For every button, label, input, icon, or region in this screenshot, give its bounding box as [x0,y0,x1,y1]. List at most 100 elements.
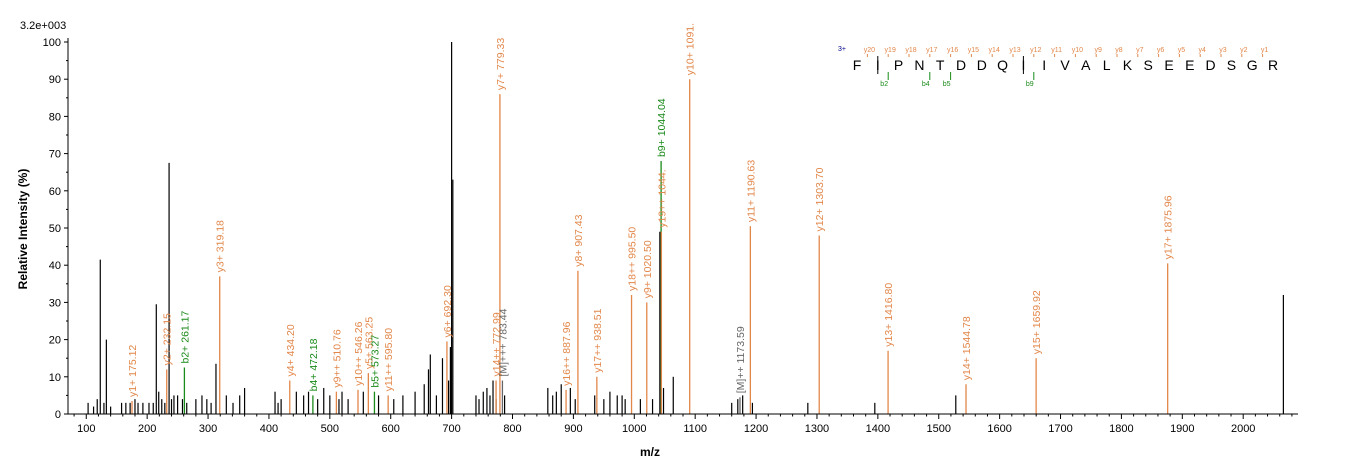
peak-label: y17++ 938.51 [592,308,604,372]
sequence-residue: G [1247,57,1258,73]
sequence-y-ion: y3 [1219,47,1227,54]
sequence-y-ion: y15 [968,47,979,54]
sequence-b-ion: b2 [880,81,888,88]
x-tick-label: 600 [382,423,400,435]
sequence-residue: K [1123,57,1133,73]
sequence-residue: P [894,57,903,73]
x-tick-label: 1200 [744,423,768,435]
sequence-residue: F [853,57,862,73]
peak-label: b4+ 472.18 [308,338,320,391]
x-tick-label: 1000 [622,423,646,435]
x-tick-label: 1500 [927,423,951,435]
peak-label: b5+ 573.27 [369,335,381,388]
sequence-residue: L [1103,57,1111,73]
peak-label: b2+ 261.17 [179,310,191,363]
sequence-residue: R [1268,57,1278,73]
sequence-y-ion: y14 [989,47,1000,54]
y-tick-label: 80 [49,111,61,123]
charge-state: 3+ [838,46,846,53]
sequence-residue: D [977,57,987,73]
peak-label: b9+ 1044.04 [656,98,668,157]
peak-label: y9++ 510.76 [331,329,343,388]
sequence-residue: E [1164,57,1173,73]
y-tick-label: 30 [49,297,61,309]
sequence-residue: D [956,57,966,73]
intensity-scale-label: 3.2e+003 [20,20,66,32]
x-tick-label: 2000 [1231,423,1255,435]
peak-label: [M]+++ 783.44 [497,308,509,376]
x-tick-label: 900 [564,423,582,435]
sequence-y-ion: y12 [1030,47,1041,54]
peak-label: y9+ 1020.50 [642,240,654,298]
sequence-residue: T [936,57,945,73]
peaks-layer [87,42,1284,414]
peak-label: y11+ 1190.63 [745,160,757,223]
peak-label: y2+ 232.15 [162,313,174,365]
x-tick-label: 1400 [866,423,890,435]
x-tick-label: 1800 [1109,423,1133,435]
x-axis-title: m/z [640,445,660,459]
y-tick-label: 50 [49,223,61,235]
sequence-residue: I [1042,57,1046,73]
sequence-residue: A [1081,57,1091,73]
sequence-residue: D [1206,57,1216,73]
sequence-y-ion: y10 [1072,47,1083,54]
y-tick-label: 90 [49,74,61,86]
peak-label: y17+ 1875.96 [1163,195,1175,259]
peak-label: y16++ 887.96 [561,321,573,385]
y-axis-title: Relative Intensity (%) [16,169,30,290]
x-tick-label: 1700 [1048,423,1072,435]
sequence-y-ion: y8 [1115,47,1123,54]
y-tick-label: 100 [43,37,61,49]
sequence-y-ion: y7 [1136,47,1144,54]
x-tick-label: 1100 [683,423,707,435]
peak-label: y14++ 772.99 [491,312,503,376]
peak-label: y19++ 1044. [656,169,668,227]
peak-label: y7+ 779.33 [495,38,507,90]
sequence-b-ion: b9 [1026,81,1034,88]
axes-layer: 0 10 20 30 40 50 60 70 80 90 100 100 200 300 400 500 600… [43,37,1298,435]
peak-label: y11++ 595.80 [383,328,395,392]
x-tick-label: 300 [199,423,217,435]
sequence-residue: Q [997,57,1008,73]
x-tick-label: 500 [321,423,339,435]
peak-label: y15+ 1659.92 [1031,290,1043,354]
sequence-y-ion: y9 [1094,47,1102,54]
peak-label: y14+ 1544.78 [961,316,973,380]
y-tick-label: 0 [55,409,61,421]
x-tick-label: 1300 [805,423,829,435]
peak-label: [M]++ 1173.59 [735,326,747,393]
sequence-y-ion: y11 [1051,47,1062,54]
sequence-residue: S [1144,57,1153,73]
y-tick-label: 20 [49,335,61,347]
sequence-y-ion: y20 [864,47,875,54]
peak-label: y18++ 995.50 [627,227,639,291]
sequence-y-ion: y1 [1261,47,1269,54]
peak-label: y12+ 1303.70 [814,167,826,231]
peak-label: y3+ 319.18 [215,220,227,272]
sequence-y-ion: y6 [1157,47,1165,54]
sequence-b-ion: b5 [943,81,951,88]
y-tick-label: 60 [49,186,61,198]
sequence-y-ion: y13 [1009,47,1020,54]
peak-label: y1+ 175.12 [127,345,139,397]
sequence-b-ion: b4 [922,81,930,88]
x-tick-label: 1900 [1170,423,1194,435]
peak-label: y10++ 546.26 [353,321,365,385]
peak-label: y10+ 1091. [685,23,697,75]
x-tick-label: 200 [138,423,156,435]
sequence-y-ion: y2 [1240,47,1248,54]
x-tick-label: 1600 [987,423,1011,435]
y-tick-label: 40 [49,260,61,272]
sequence-y-ion: y4 [1198,47,1206,54]
peptide-sequence-map: 3+FIPNTDDQIIVALKSEEDSGRy20y19y18y17y16y1… [838,46,1278,88]
sequence-y-ion: y17 [926,47,937,54]
peak-label: y8+ 907.43 [573,214,585,266]
y-tick-label: 10 [49,372,61,384]
sequence-y-ion: y18 [905,47,916,54]
sequence-residue: E [1185,57,1194,73]
x-tick-label: 400 [260,423,278,435]
sequence-y-ion: y19 [885,47,896,54]
sequence-residue: S [1227,57,1236,73]
